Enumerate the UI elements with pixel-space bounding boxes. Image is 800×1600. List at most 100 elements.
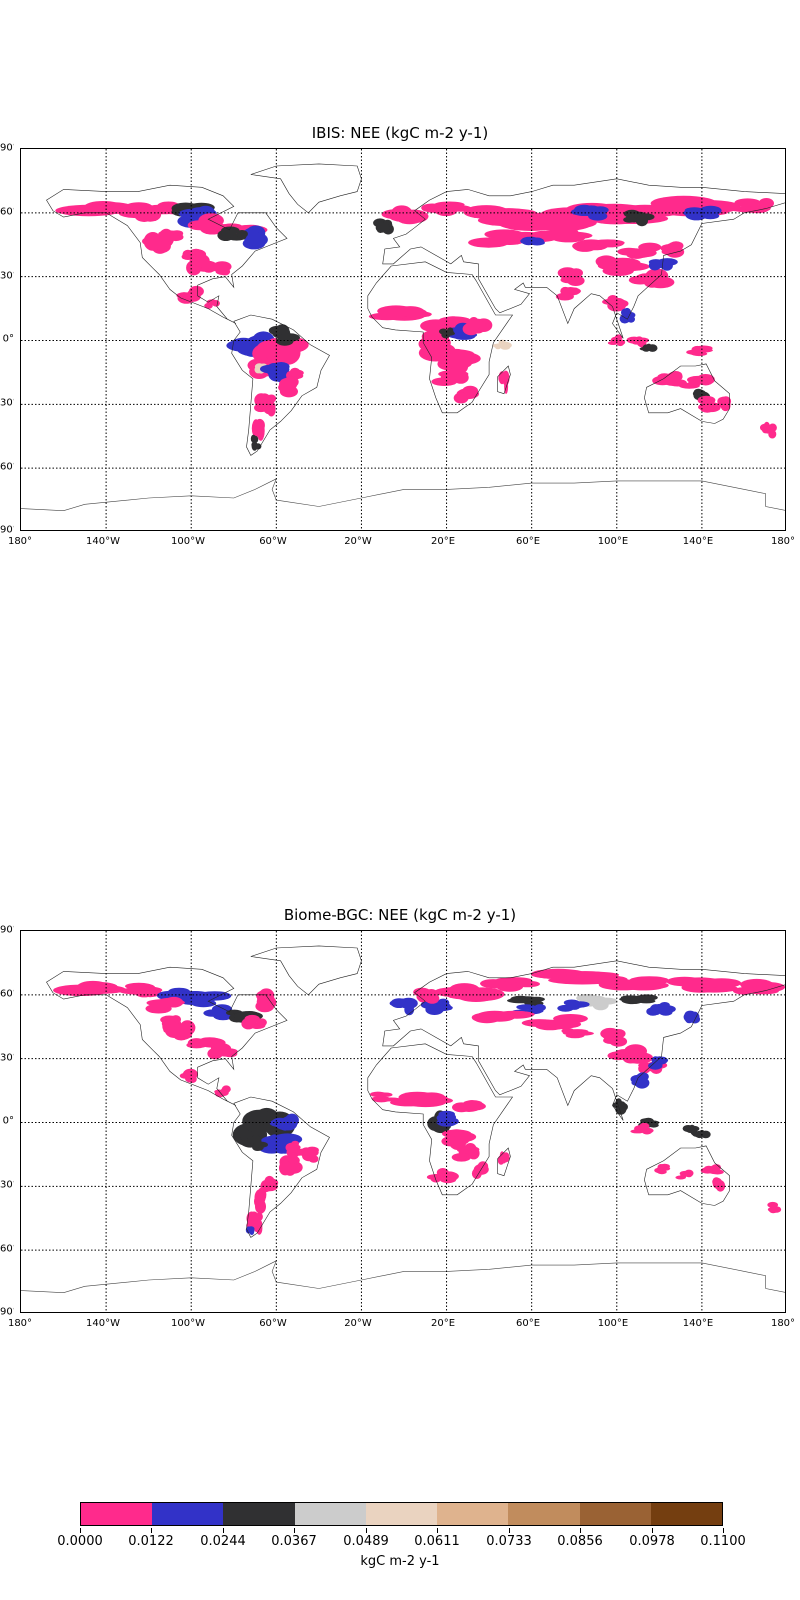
biome-bgc-nee-patch	[609, 1036, 628, 1047]
biome-bgc-nee-patch	[712, 1179, 724, 1189]
ibis-nee-patch	[640, 273, 664, 286]
biome-bgc-nee-patch	[153, 1006, 171, 1013]
ibis-lon-label: 140°W	[86, 536, 120, 547]
biome-bgc-coastline-north-america	[46, 966, 288, 1106]
colorbar-unit-label: kgC m-2 y-1	[360, 1554, 440, 1569]
biome-bgc-nee-patch	[430, 1004, 453, 1012]
biome-bgc-nee-patch	[279, 1160, 292, 1176]
colorbar-segment	[508, 1503, 580, 1525]
colorbar-tick-label: 0.0978	[629, 1534, 675, 1549]
biome-bgc-nee-patch	[372, 1096, 391, 1103]
ibis-lat-label: 30°S	[0, 397, 14, 409]
ibis-nee-patch	[602, 265, 634, 276]
biome-bgc-nee-patch	[220, 1048, 238, 1055]
biome-bgc-nee-patch	[305, 1147, 319, 1157]
biome-bgc-lon-label: 20°W	[344, 1318, 372, 1329]
biome-bgc-coastline-antarctica-coast	[21, 1260, 785, 1294]
colorbar-tick-mark	[580, 1528, 581, 1533]
colorbar-tick-mark	[723, 1528, 724, 1533]
colorbar-segment	[437, 1503, 509, 1525]
ibis-nee-patch	[443, 331, 455, 336]
biome-bgc-nee-patch	[666, 976, 703, 987]
ibis-lon-label: 180°	[770, 536, 796, 547]
ibis-nee-patch	[560, 286, 571, 296]
colorbar-tick-label: 0.1100	[700, 1534, 746, 1549]
ibis-nee-patch	[668, 241, 684, 251]
biome-bgc-nee-patch	[164, 1023, 184, 1038]
biome-bgc-nee-patch	[451, 1153, 472, 1162]
biome-bgc-nee-patch	[612, 1102, 622, 1109]
colorbar-segment	[579, 1503, 651, 1525]
ibis-nee-patch	[431, 377, 458, 386]
biome-bgc-lon-label: 60°E	[515, 1318, 541, 1329]
ibis-nee-patch	[55, 204, 123, 217]
ibis-nee-patch	[251, 441, 258, 451]
biome-bgc-coastline-africa	[367, 1043, 514, 1196]
biome-bgc-nee-patch	[740, 978, 774, 991]
ibis-nee-patch	[500, 342, 512, 349]
ibis-nee-patch	[274, 340, 301, 365]
ibis-nee-patch	[254, 366, 263, 374]
ibis-lat-label: 60°N	[0, 206, 14, 218]
colorbar-tick-label: 0.0489	[343, 1534, 389, 1549]
biome-bgc-nee-patch	[441, 1136, 460, 1147]
biome-bgc-nee-patch	[499, 1151, 505, 1163]
biome-bgc-nee-patch	[637, 1072, 649, 1081]
ibis-lat-label: 60°S	[0, 461, 14, 473]
biome-bgc-lon-label: 60°W	[259, 1318, 287, 1329]
ibis-coastline-australia	[644, 363, 730, 424]
ibis-nee-patch	[498, 373, 505, 383]
ibis-nee-patch	[703, 399, 715, 406]
biome-bgc-lat-label: 90°N	[0, 924, 14, 936]
ibis-nee-patch	[524, 212, 591, 231]
biome-bgc-lat-label: 30°S	[0, 1179, 14, 1191]
ibis-nee-patch	[617, 247, 641, 256]
ibis-nee-patch	[186, 260, 202, 276]
biome-bgc-map-title: Biome-BGC: NEE (kgC m-2 y-1)	[283, 906, 517, 924]
ibis-nee-patch	[657, 258, 678, 266]
biome-bgc-coastline-madagascar	[497, 1147, 511, 1177]
ibis-lat-label: 30°N	[0, 270, 14, 282]
biome-bgc-lon-label: 140°E	[682, 1318, 714, 1329]
ibis-nee-patch	[693, 377, 713, 385]
colorbar	[80, 1502, 723, 1526]
biome-bgc-nee-patch	[390, 1098, 427, 1107]
biome-bgc-lat-label: 60°N	[0, 988, 14, 1000]
biome-bgc-lon-label: 100°W	[171, 1318, 205, 1329]
ibis-nee-patch	[588, 211, 608, 221]
biome-bgc-map-frame	[20, 930, 786, 1313]
biome-bgc-nee-patch	[215, 1089, 222, 1095]
ibis-map-title: IBIS: NEE (kgC m-2 y-1)	[311, 124, 489, 142]
biome-bgc-coastline-australia	[644, 1145, 730, 1206]
colorbar-tick-mark	[223, 1528, 224, 1533]
biome-bgc-nee-patch	[651, 1056, 660, 1065]
biome-bgc-coastline-greenland	[250, 945, 362, 996]
ibis-nee-patch	[530, 237, 544, 246]
biome-bgc-nee-patch	[682, 1172, 693, 1177]
ibis-map-frame	[20, 148, 786, 531]
colorbar-tick-label: 0.0733	[486, 1534, 532, 1549]
biome-bgc-nee-patch	[264, 1175, 275, 1189]
biome-bgc-nee-patch	[612, 1029, 626, 1039]
biome-bgc-nee-patch	[647, 1120, 660, 1125]
colorbar-tick-label: 0.0856	[557, 1534, 603, 1549]
biome-bgc-nee-patch	[642, 1128, 652, 1135]
ibis-coastline-antarctica-coast	[21, 478, 785, 512]
ibis-nee-patch	[637, 341, 646, 347]
biome-bgc-nee-patch	[446, 990, 490, 1000]
ibis-coastline-africa	[367, 261, 514, 414]
ibis-nee-patch	[212, 261, 232, 272]
ibis-coastline-eurasia	[382, 178, 785, 339]
ibis-nee-patch	[582, 205, 601, 213]
biome-bgc-nee-patch	[618, 979, 665, 991]
biome-bgc-lat-label: 0°	[2, 1115, 14, 1127]
ibis-nee-patch	[645, 344, 653, 350]
biome-bgc-nee-patch	[207, 1047, 223, 1060]
biome-bgc-nee-patch	[447, 1117, 459, 1125]
colorbar-tick-label: 0.0611	[414, 1534, 460, 1549]
ibis-nee-patch	[750, 204, 771, 212]
biome-bgc-nee-patch	[53, 984, 109, 996]
biome-bgc-nee-patch	[557, 1004, 574, 1012]
colorbar-tick-mark	[437, 1528, 438, 1533]
biome-bgc-nee-patch	[156, 999, 185, 1006]
